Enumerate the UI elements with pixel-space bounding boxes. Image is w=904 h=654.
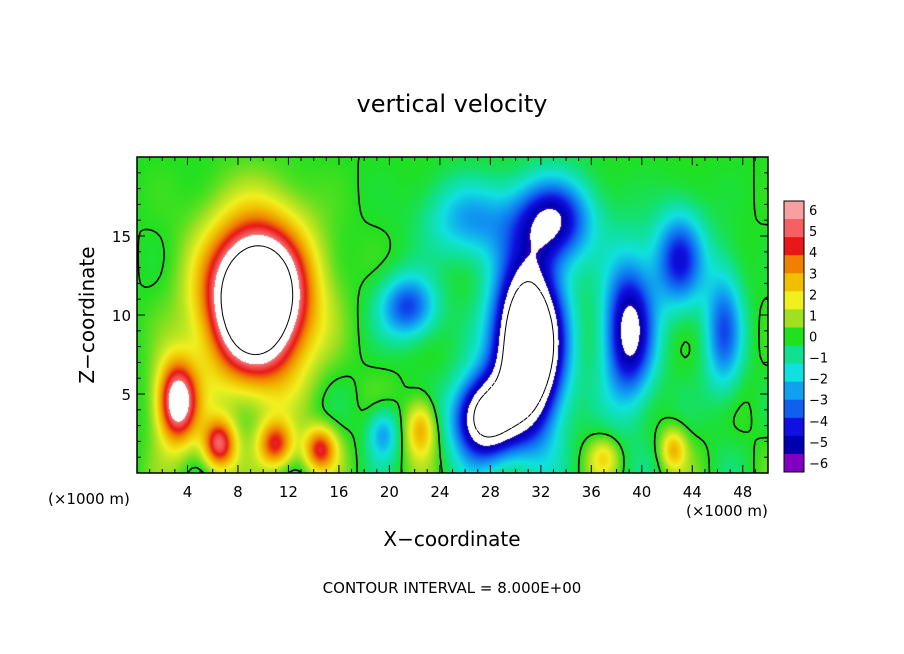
colorbar-swatch [784,345,804,365]
x-tick-label: 20 [380,483,399,501]
x-tick-label: 40 [632,483,651,501]
y-axis: 5 10 15 [112,172,768,458]
colorbar-swatch [784,237,804,256]
colorbar-label: 0 [809,331,817,346]
x-axis-label: X−coordinate [383,527,520,551]
negative-contour [473,281,555,438]
colorbar-swatch [784,435,804,455]
colorbar-swatch [784,453,804,473]
colorbar-frame [783,200,805,473]
y-axis-label: Z−coordinate [75,246,99,383]
x-tick-label: 24 [430,483,449,501]
colorbar-label: −1 [809,352,828,367]
positive-contour [220,245,294,356]
plot-area [136,156,769,474]
x-tick-label: 48 [733,483,752,501]
velocity-field [137,157,768,473]
colorbar-swatch [784,327,804,347]
colorbar-label: −6 [809,457,828,472]
colorbar-swatch [784,219,804,238]
colorbar-label: 5 [809,225,817,240]
colorbar-label: 1 [809,309,817,324]
colorbar-label: −3 [809,394,828,409]
x-tick-label: 32 [531,483,550,501]
colorbar-swatch [784,291,804,310]
colorbar-label: −4 [809,415,828,430]
x-tick-label: 12 [279,483,298,501]
colorbar-swatch [784,255,804,274]
colorbar-label: 6 [809,204,817,219]
chart-title: vertical velocity [357,90,548,118]
colorbar-label: 2 [809,288,817,303]
x-unit-left: (×1000 m) [48,490,130,508]
colorbar-swatch [784,273,804,292]
colorbar-label: 4 [809,246,817,261]
y-tick-label: 10 [112,307,131,325]
colorbar-swatch [784,381,804,401]
y-tick-label: 5 [121,386,131,404]
x-unit-right: (×1000 m) [686,502,768,520]
colorbar-swatch [784,309,804,328]
x-tick-label: 16 [329,483,348,501]
contour-interval-note: CONTOUR INTERVAL = 8.000E+00 [323,579,582,597]
x-tick-label: 8 [233,483,243,501]
colorbar-label: 3 [809,267,817,282]
x-tick-label: 4 [183,483,193,501]
colorbar-swatch [784,201,804,220]
colorbar-swatch [784,363,804,383]
x-tick-label: 36 [582,483,601,501]
x-axis: 4 8 12 16 20 24 28 32 36 40 44 48 [149,157,756,501]
x-tick-label: 28 [481,483,500,501]
colorbar-swatch [784,399,804,419]
colorbar-label: −2 [809,373,828,388]
colorbar-swatch [784,417,804,437]
colorbar: 6 5 4 3 2 1 0 −1 −2 −3 −4 −5 −6 [783,200,828,473]
y-tick-label: 15 [112,228,131,246]
x-tick-label: 44 [683,483,702,501]
colorbar-label: −5 [809,436,828,451]
